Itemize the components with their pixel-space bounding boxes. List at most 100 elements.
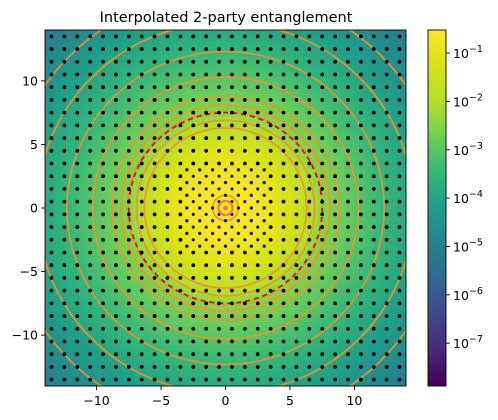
heatmap-cell [127,269,134,275]
heatmap-cell [106,96,113,102]
heatmap-cell [390,50,397,57]
heatmap-cell [225,60,232,67]
heatmap-cell [282,182,288,189]
heatmap-cell [168,299,175,306]
heatmap-cell [194,182,201,189]
heatmap-cell [70,238,77,245]
heatmap-cell [173,162,180,168]
heatmap-cell [359,258,366,265]
heatmap-cell [215,106,221,112]
heatmap-cell [86,228,93,235]
heatmap-cell [168,40,175,46]
heatmap-cell [184,263,190,270]
heatmap-cell [390,162,397,168]
heatmap-cell [179,340,185,346]
heatmap-cell [199,228,206,235]
heatmap-cell [318,91,325,97]
heatmap-cell [297,279,304,285]
heatmap-cell [96,146,103,153]
heatmap-cell [251,126,258,133]
heatmap-cell [308,136,314,143]
heatmap-cell [369,50,376,57]
sample-point [75,136,80,140]
heatmap-cell [179,106,185,112]
heatmap-cell [380,40,386,46]
heatmap-cell [101,101,108,107]
heatmap-cell [235,319,242,326]
heatmap-cell [106,355,113,362]
heatmap-cell [287,375,294,382]
heatmap-cell [132,218,139,224]
heatmap-cell [75,55,82,62]
heatmap-cell [101,202,108,209]
heatmap-cell [385,162,392,168]
heatmap-cell [395,50,402,57]
heatmap-cell [65,60,72,67]
heatmap-cell [230,60,237,67]
heatmap-cell [184,96,190,102]
heatmap-cell [60,253,67,260]
heatmap-cell [313,106,319,112]
heatmap-cell [199,233,206,240]
heatmap-cell [117,253,123,260]
heatmap-cell [230,192,237,199]
heatmap-cell [210,146,216,153]
heatmap-cell [158,111,165,118]
heatmap-cell [91,208,98,214]
heatmap-cell [65,146,72,153]
heatmap-cell [240,177,247,184]
heatmap-cell [349,192,356,199]
heatmap-cell [338,299,345,306]
heatmap-cell [60,152,67,158]
heatmap-cell [55,263,62,270]
heatmap-cell [369,202,376,209]
heatmap-cell [364,80,371,87]
heatmap-cell [204,263,211,270]
heatmap-cell [240,167,247,173]
heatmap-cell [380,289,386,296]
heatmap-cell [297,335,304,341]
heatmap-cell [240,80,247,87]
heatmap-cell [210,106,216,112]
heatmap-cell [277,223,283,229]
heatmap-cell [81,30,87,36]
heatmap-cell [204,197,211,204]
sample-point [62,148,67,153]
heatmap-cell [282,116,288,123]
heatmap-cell [112,106,118,112]
heatmap-cell [354,60,361,67]
heatmap-cell [210,40,216,46]
heatmap-cell [225,172,232,179]
heatmap-cell [328,289,335,296]
heatmap-cell [184,350,190,357]
heatmap-cell [271,258,278,265]
heatmap-cell [184,360,190,367]
heatmap-cell [380,294,386,301]
heatmap-cell [225,238,232,245]
heatmap-cell [122,70,129,77]
sample-point [62,199,67,204]
heatmap-cell [96,253,103,260]
heatmap-cell [106,294,113,301]
heatmap-cell [215,101,221,107]
heatmap-cell [313,60,319,67]
heatmap-cell [127,126,134,133]
heatmap-cell [86,65,93,72]
heatmap-cell [60,294,67,301]
heatmap-cell [163,360,170,367]
heatmap-cell [122,335,129,341]
heatmap-cell [328,157,335,163]
heatmap-cell [55,218,62,224]
heatmap-cell [354,141,361,148]
heatmap-cell [60,177,67,184]
heatmap-cell [96,213,103,219]
heatmap-cell [282,263,288,270]
heatmap-cell [277,91,283,97]
heatmap-cell [354,340,361,346]
heatmap-cell [359,131,366,138]
heatmap-cell [261,253,268,260]
heatmap-cell [106,55,113,62]
heatmap-cell [277,111,283,118]
heatmap-cell [96,192,103,199]
heatmap-cell [328,70,335,77]
